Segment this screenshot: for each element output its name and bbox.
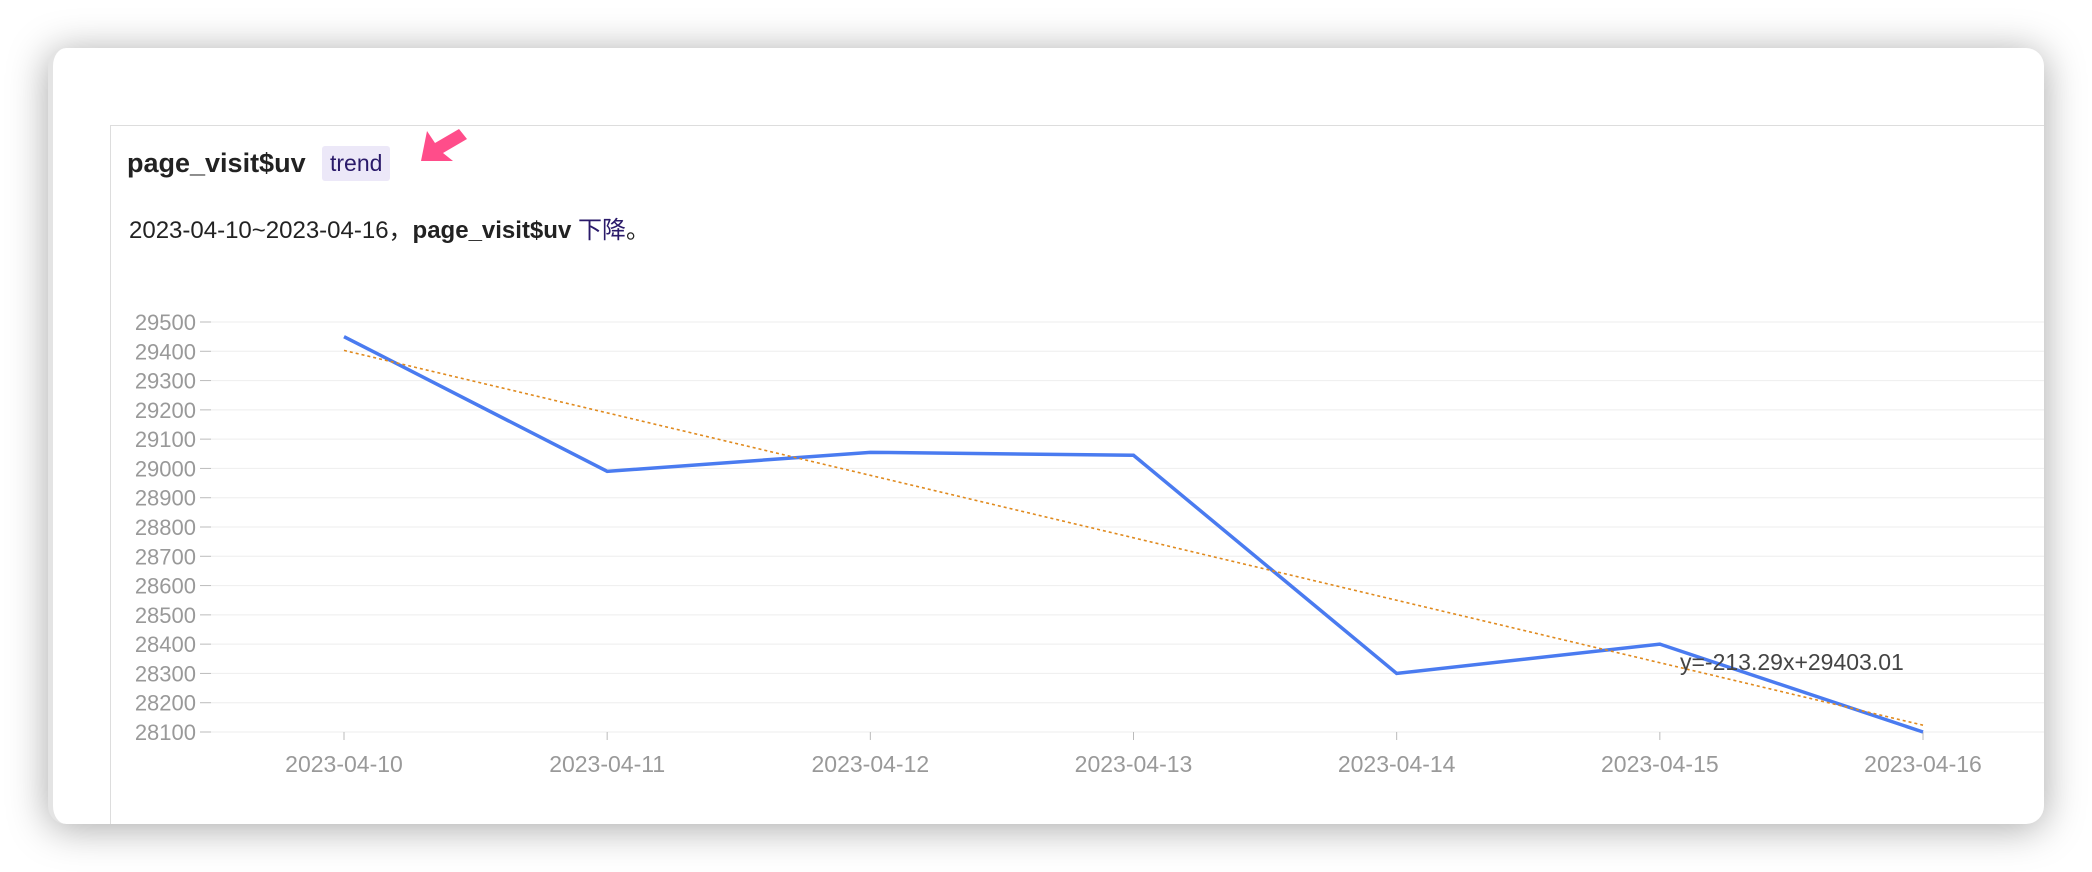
y-tick-label: 28100 <box>135 720 196 745</box>
y-tick-label: 29200 <box>135 398 196 423</box>
data-line <box>343 335 1924 734</box>
y-tick-label: 28400 <box>135 632 196 657</box>
metric: page_visit$uv <box>412 217 572 244</box>
chart-panel: page_visit$uv trend 2023-04-10~2023-04-1… <box>110 125 2044 824</box>
trend-word: 下降 <box>577 217 626 244</box>
y-tick-label: 28500 <box>135 603 196 628</box>
y-tick-label: 29100 <box>135 427 196 452</box>
y-tick-label: 28800 <box>135 515 196 540</box>
tag[interactable]: trend <box>322 146 391 181</box>
punct: 。 <box>625 217 650 244</box>
x-tick-label: 2023-04-13 <box>1075 751 1193 777</box>
title: page_visit$uv <box>127 148 306 178</box>
trend-line <box>343 349 1924 726</box>
y-tick-label: 29400 <box>135 339 196 364</box>
y-tick-label: 28200 <box>135 691 196 716</box>
x-tick-label: 2023-04-11 <box>549 751 665 777</box>
x-tick-label: 2023-04-15 <box>1601 751 1719 777</box>
y-tick-label: 29500 <box>135 310 196 335</box>
y-tick-label: 28300 <box>135 661 196 686</box>
x-tick-label: 2023-04-12 <box>812 751 930 777</box>
y-tick-label: 28600 <box>135 574 196 599</box>
y-tick-label: 29000 <box>135 456 196 481</box>
y-tick-label: 29300 <box>135 369 196 394</box>
date-range: 2023-04-10~2023-04-16， <box>129 217 413 244</box>
y-tick-label: 28700 <box>135 544 196 569</box>
window: page_visit$uv trend 2023-04-10~2023-04-1… <box>48 48 2044 824</box>
arrow-icon <box>421 129 467 161</box>
y-tick-label: 28900 <box>135 486 196 511</box>
trend-label: y=-213.29x+29403.01 <box>1680 649 1904 675</box>
x-tick-label: 2023-04-14 <box>1338 751 1456 777</box>
description: 2023-04-10~2023-04-16，page_visit$uv 下降。 <box>129 210 650 245</box>
x-tick-label: 2023-04-10 <box>285 751 403 777</box>
x-tick-label: 2023-04-16 <box>1864 751 1982 777</box>
